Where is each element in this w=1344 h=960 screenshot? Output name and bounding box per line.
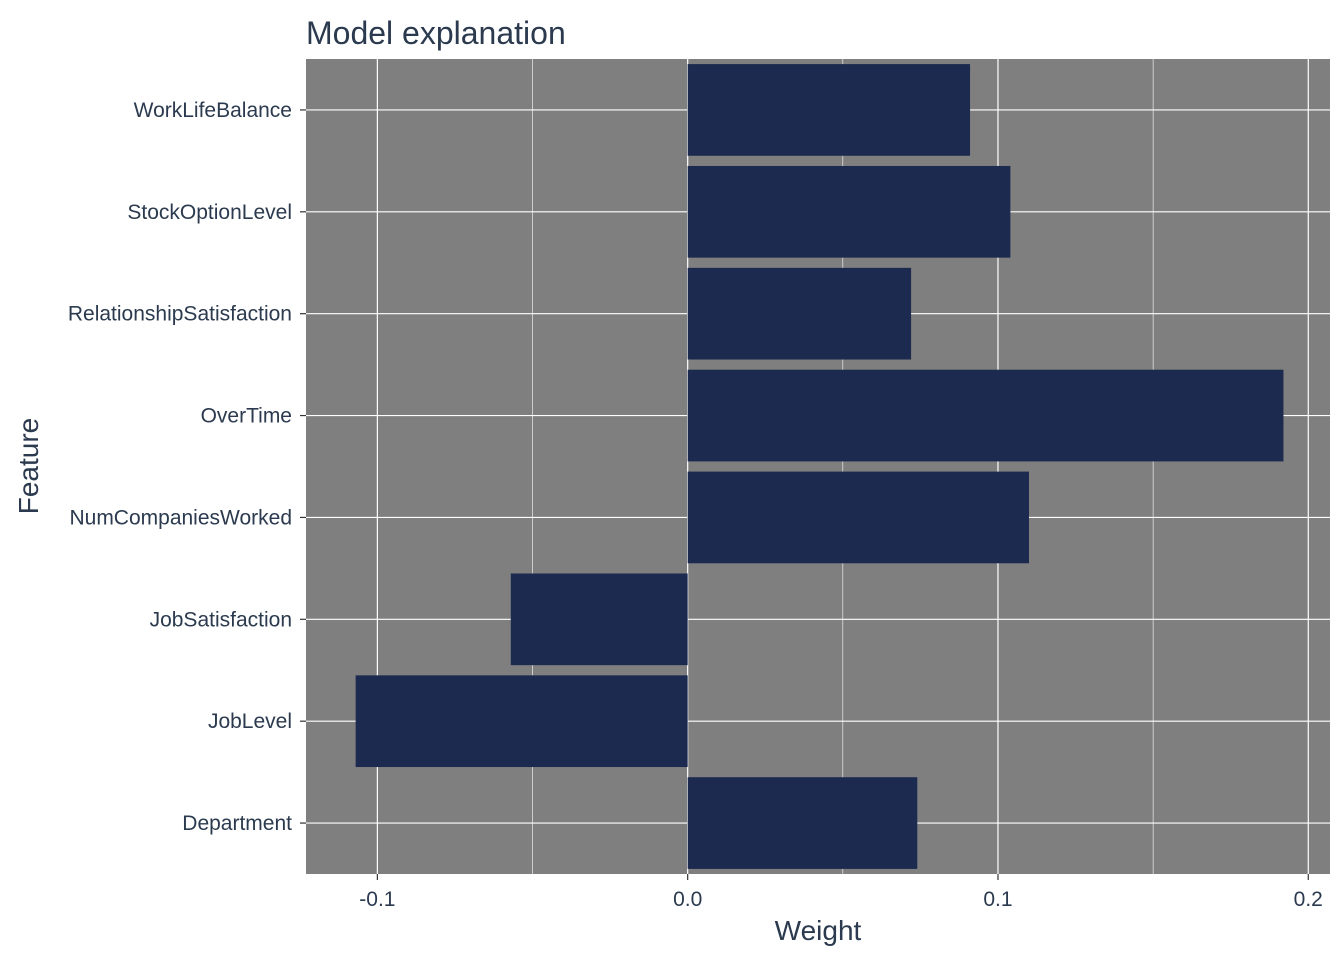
x-tick-label: -0.1 xyxy=(359,888,395,911)
x-axis-title: Weight xyxy=(775,915,862,946)
bar-relationshipsatisfaction xyxy=(687,267,912,360)
y-tick-label: JobSatisfaction xyxy=(150,608,292,631)
y-tick-label: OverTime xyxy=(201,405,292,428)
bar-department xyxy=(687,777,918,869)
bar-jobsatisfaction xyxy=(510,573,688,666)
bar-worklifebalance xyxy=(687,64,971,156)
x-axis: -0.1 0.0 0.1 0.2 xyxy=(359,874,1323,911)
chart-title: Model explanation xyxy=(306,15,566,51)
bar-numcompaniesworked xyxy=(687,471,1030,564)
x-tick-label: 0.1 xyxy=(983,888,1012,911)
y-tick-label: WorkLifeBalance xyxy=(134,99,292,122)
y-tick-label: RelationshipSatisfaction xyxy=(68,303,292,326)
bars xyxy=(355,64,1284,869)
y-tick-label: JobLevel xyxy=(208,710,292,733)
x-tick-label: 0.2 xyxy=(1294,888,1323,911)
bar-stockoptionlevel xyxy=(687,165,1011,258)
x-tick-label: 0.0 xyxy=(673,888,702,911)
y-tick-label: Department xyxy=(182,812,292,835)
bar-joblevel xyxy=(355,675,688,768)
y-tick-label: NumCompaniesWorked xyxy=(69,506,292,529)
y-axis: WorkLifeBalance StockOptionLevel Relations… xyxy=(68,99,306,835)
y-tick-label: StockOptionLevel xyxy=(127,201,292,224)
bar-overtime xyxy=(687,369,1284,462)
y-axis-title: Feature xyxy=(13,418,44,515)
